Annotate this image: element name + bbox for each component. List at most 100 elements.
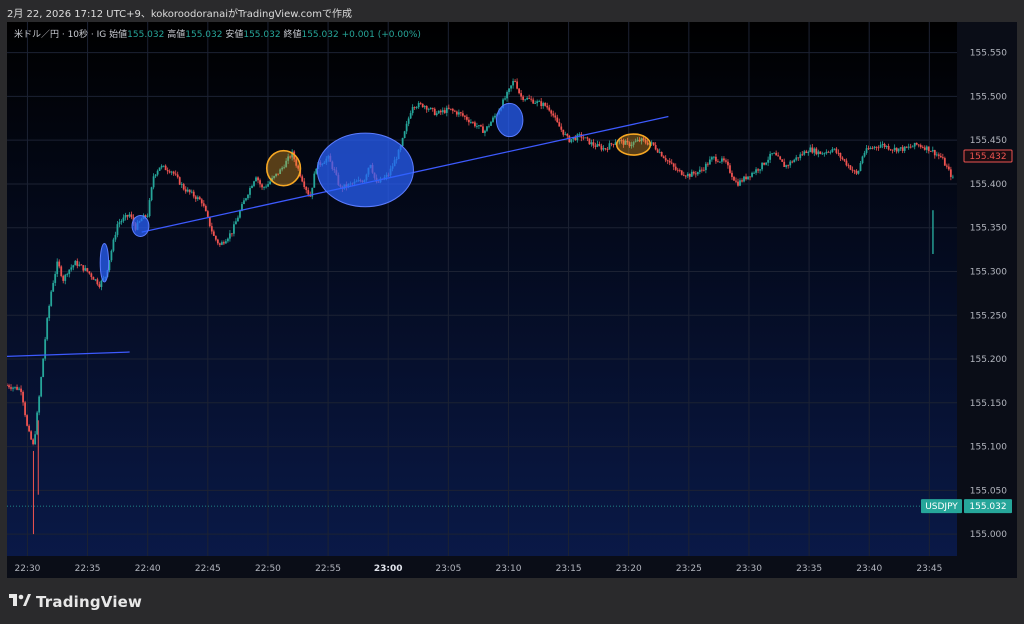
candle-body <box>853 170 856 172</box>
candle-body <box>873 146 876 149</box>
candlestick-chart[interactable]: 155.550 155.500 155.450 155.400 155.350 155.3… <box>7 22 1017 578</box>
drawings <box>7 102 669 358</box>
candle-body <box>36 412 39 435</box>
candle-body <box>88 271 91 274</box>
candle-body <box>14 386 16 388</box>
candle-body <box>727 161 729 166</box>
legend-high-label: 高値 <box>167 30 186 40</box>
price-axis[interactable]: 155.550 155.500 155.450 155.400 155.350 155.3… <box>921 22 1017 578</box>
candle-body <box>116 224 119 235</box>
candle-body <box>449 108 452 110</box>
candle-body <box>937 154 940 156</box>
candle-body <box>708 159 711 165</box>
candle-body <box>731 172 733 177</box>
candle-body <box>590 142 593 145</box>
candle-body <box>811 147 814 153</box>
candle-body <box>779 156 782 160</box>
candle-body <box>522 96 525 100</box>
candle-body <box>757 169 759 171</box>
candle-body <box>737 181 739 186</box>
candle-body <box>472 122 474 123</box>
candle-body <box>22 391 24 403</box>
candle-body <box>592 142 595 146</box>
candle-body <box>815 148 818 155</box>
candle-body <box>80 264 83 266</box>
candle-body <box>664 158 667 161</box>
candle-body <box>156 170 159 175</box>
time-tick-label: 23:10 <box>495 564 521 574</box>
candle-body <box>110 250 113 261</box>
candle-body <box>58 261 61 267</box>
candle-body <box>38 396 41 413</box>
candle-body <box>204 205 207 212</box>
last-price-label-box <box>963 149 1013 163</box>
legend-symbol: 米ドル／円 · 10秒 · IG <box>14 30 107 40</box>
candle-body <box>425 106 428 110</box>
candle-body <box>528 98 531 99</box>
candle-body <box>636 139 639 142</box>
candle-body <box>843 159 846 161</box>
candle-body <box>883 144 886 147</box>
legend-close-value: 155.032 <box>301 30 339 40</box>
candle-body <box>311 187 314 197</box>
candle-body <box>490 121 492 126</box>
candle-body <box>662 156 665 159</box>
candle-body <box>305 186 308 191</box>
candle-body <box>656 149 659 153</box>
candle-body <box>451 109 454 111</box>
candle-body <box>82 265 85 271</box>
candle-body <box>618 140 621 142</box>
candle-body <box>891 149 894 151</box>
price-tick-label: 155.250 <box>970 311 1007 321</box>
price-tick-label: 155.350 <box>970 224 1007 234</box>
candle-body <box>108 260 111 271</box>
candle-body <box>596 144 599 147</box>
candle-body <box>540 101 543 107</box>
candle-body <box>566 133 569 136</box>
candle-body <box>949 169 952 177</box>
time-axis[interactable]: 22:30 22:35 22:40 22:45 22:50 22:55 23:00 23:05… <box>7 556 1017 578</box>
candle-body <box>903 146 906 151</box>
candle-body <box>439 110 442 113</box>
candle-body <box>174 173 177 175</box>
candle-body <box>803 151 806 155</box>
candle-body <box>516 81 518 89</box>
candle-body <box>721 158 723 162</box>
ticker-price-badge <box>964 499 1012 514</box>
candle-body <box>909 146 912 148</box>
time-tick-label: 22:40 <box>135 564 161 574</box>
candle-body <box>859 163 862 171</box>
candle-body <box>729 165 731 173</box>
candle-body <box>224 241 227 244</box>
candle-body <box>696 172 699 175</box>
candle-body <box>267 184 269 187</box>
orange-highlight-ellipse <box>615 133 652 156</box>
candle-body <box>809 147 812 152</box>
candle-body <box>735 180 737 182</box>
candle-body <box>775 152 778 156</box>
candle-body <box>548 107 551 111</box>
candle-body <box>875 146 878 148</box>
price-tick-label: 155.100 <box>970 443 1007 453</box>
candle-body <box>919 145 922 147</box>
chart-frame[interactable]: 155.550 155.500 155.450 155.400 155.350 155.3… <box>7 22 1017 578</box>
price-tick-label: 155.150 <box>970 399 1007 409</box>
candle-body <box>429 107 432 110</box>
blue-highlight-ellipse <box>495 102 524 138</box>
candle-body <box>821 153 824 155</box>
candle-body <box>650 142 653 144</box>
candle-body <box>231 233 233 235</box>
candle-body <box>584 137 587 139</box>
candle-body <box>504 98 506 100</box>
candle-body <box>413 107 416 108</box>
candle-body <box>26 415 28 426</box>
candle-body <box>166 170 169 172</box>
candle-body <box>634 141 637 143</box>
candle-body <box>170 171 173 173</box>
price-tick-label: 155.200 <box>970 355 1007 365</box>
candle-body <box>192 191 195 197</box>
candle-body <box>602 148 605 150</box>
symbol-legend: 米ドル／円 · 10秒 · IG 始値155.032 高値155.032 安値1… <box>14 27 421 40</box>
candle-body <box>218 243 221 245</box>
candle-body <box>180 184 183 185</box>
